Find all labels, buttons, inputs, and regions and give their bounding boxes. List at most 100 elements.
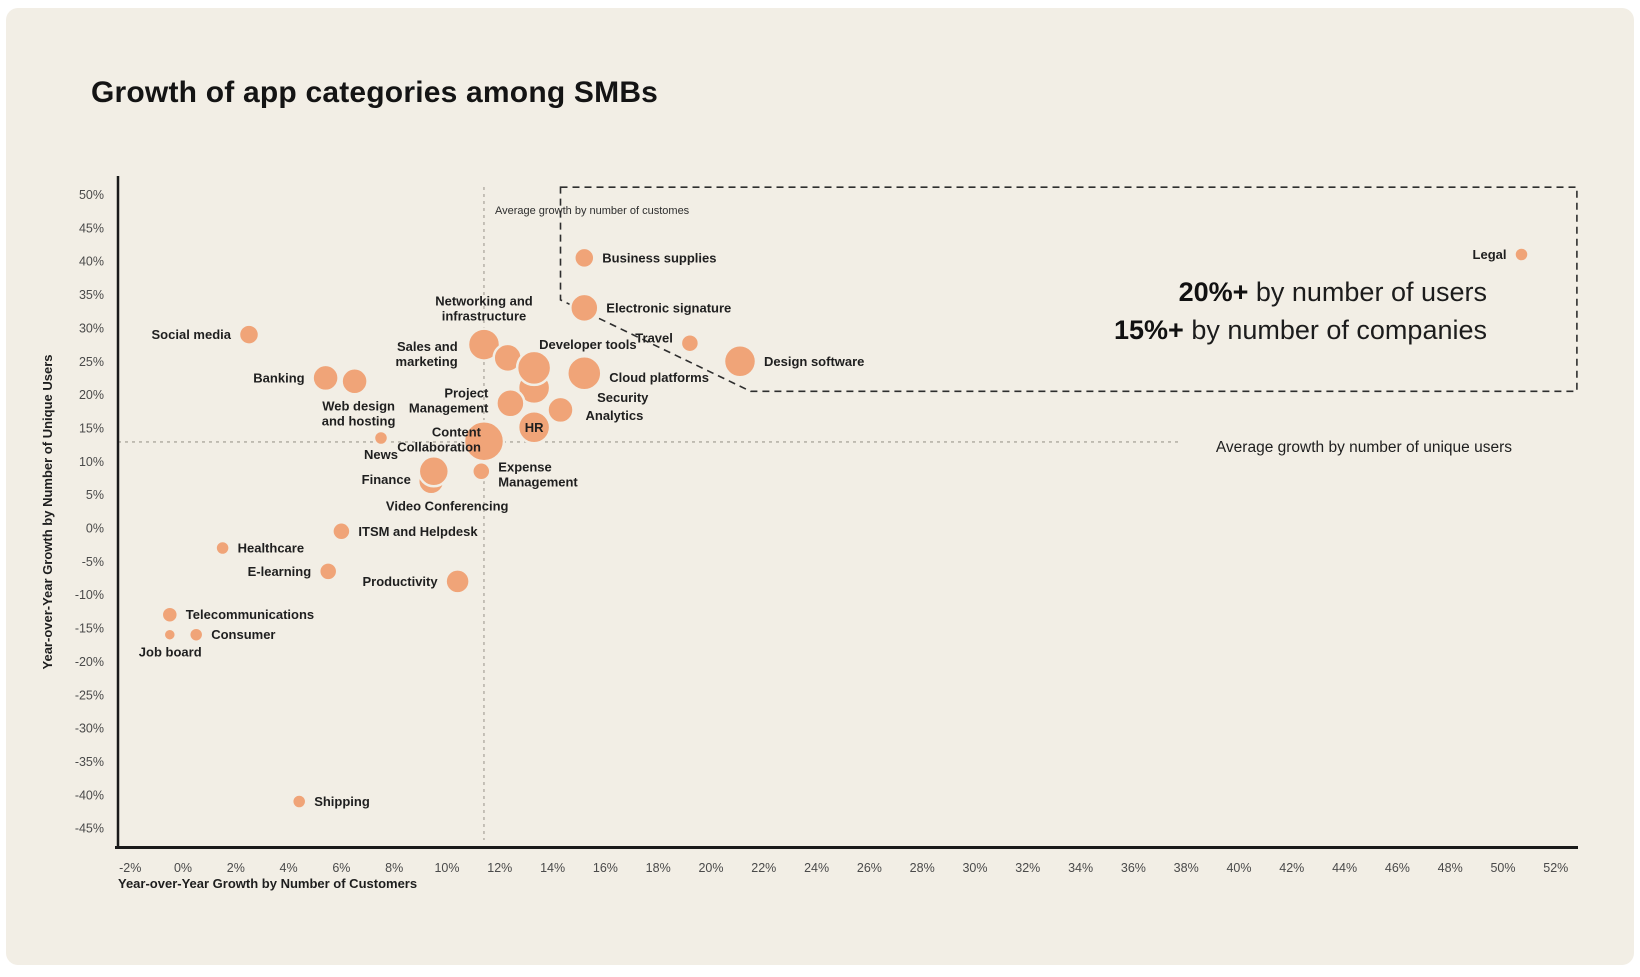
bubble-label-security: Security [597, 390, 649, 405]
bubble-electronic-signature [569, 292, 600, 324]
x-tick-label: 2% [227, 861, 245, 875]
y-tick-label: 15% [79, 421, 104, 435]
bubble-label-cloud-platforms: Cloud platforms [609, 370, 709, 385]
bubble-healthcare [214, 539, 231, 557]
y-tick-label: 10% [79, 455, 104, 469]
x-tick-label: 36% [1121, 861, 1146, 875]
bubble-legal [1513, 246, 1530, 263]
x-tick-label: 26% [857, 861, 882, 875]
bubble-content-collaboration [462, 420, 506, 463]
bubble-expense-management [471, 461, 492, 482]
x-tick-label: 32% [1015, 861, 1040, 875]
y-tick-label: -30% [75, 722, 104, 736]
bubble-label-project-management: Project Management [409, 385, 489, 415]
region-annotation-line: 20%+ by number of users [1179, 277, 1487, 307]
y-tick-label: 20% [79, 388, 104, 402]
x-tick-label: 12% [487, 861, 512, 875]
bubble-label-shipping: Shipping [314, 794, 370, 809]
bubble-label-consumer: Consumer [211, 627, 275, 642]
x-tick-label: 30% [962, 861, 987, 875]
bubble-label-productivity: Productivity [362, 574, 438, 589]
x-tick-label: 28% [910, 861, 935, 875]
bubble-travel [679, 332, 701, 354]
bubble-analytics [546, 395, 575, 425]
x-tick-label: -2% [119, 861, 141, 875]
bubble-shipping [290, 793, 308, 810]
bubble-label-hr: HR [525, 420, 544, 435]
x-tick-label: 10% [434, 861, 459, 875]
bubble-label-legal: Legal [1473, 247, 1507, 262]
region-annotation-line: 15%+ by number of companies [1114, 315, 1487, 345]
x-tick-label: 20% [698, 861, 723, 875]
x-tick-label: 38% [1174, 861, 1199, 875]
x-tick-label: 18% [646, 861, 671, 875]
y-tick-label: 30% [79, 321, 104, 335]
bubble-label-e-learning: E-learning [248, 564, 312, 579]
y-tick-label: -20% [75, 655, 104, 669]
bubble-networking-and-infrastructure [466, 327, 502, 362]
x-tick-label: 48% [1438, 861, 1463, 875]
y-tick-label: -40% [75, 788, 104, 802]
y-tick-label: -25% [75, 688, 104, 702]
avg-users-label: Average growth by number of unique users [1216, 439, 1512, 456]
bubble-label-electronic-signature: Electronic signature [606, 300, 731, 315]
x-tick-label: 22% [751, 861, 776, 875]
bubble-label-banking: Banking [253, 370, 304, 385]
x-tick-label: 34% [1068, 861, 1093, 875]
bubble-label-healthcare: Healthcare [238, 541, 304, 556]
bubble-label-analytics: Analytics [586, 408, 644, 423]
page-title: Growth of app categories among SMBs [91, 76, 659, 109]
bubble-e-learning [317, 561, 339, 582]
y-tick-label: -10% [75, 588, 104, 602]
bubble-news [372, 429, 390, 447]
y-tick-label: -15% [75, 622, 104, 636]
avg-customers-label: Average growth by number of customes [495, 205, 690, 217]
x-tick-label: 50% [1490, 861, 1515, 875]
bubble-label-telecommunications: Telecommunications [186, 607, 314, 622]
bubble-label-travel: Travel [635, 331, 673, 346]
x-tick-label: 52% [1543, 861, 1568, 875]
bubble-developer-tools [515, 349, 553, 387]
y-axis-title: Year-over-Year Growth by Number of Uniqu… [40, 355, 55, 670]
x-tick-label: 16% [593, 861, 618, 875]
bubble-itsm-and-helpdesk [331, 521, 352, 542]
bubble-label-design-software: Design software [764, 354, 864, 369]
y-tick-label: 40% [79, 255, 104, 269]
bubble-business-supplies [573, 246, 596, 270]
x-axis-title: Year-over-Year Growth by Number of Custo… [118, 876, 417, 891]
bubble-job-board [162, 627, 178, 642]
bubble-telecommunications [160, 605, 180, 624]
x-tick-label: 4% [280, 861, 298, 875]
bubble-label-developer-tools: Developer tools [539, 337, 637, 352]
bubble-consumer [187, 626, 205, 643]
bubble-design-software [722, 344, 758, 379]
bubble-label-video-conferencing: Video Conferencing [386, 498, 509, 513]
bubble-banking [311, 363, 340, 393]
y-tick-label: -5% [82, 555, 104, 569]
bubble-label-expense-management: Expense Management [498, 459, 578, 489]
bubble-finance [417, 455, 451, 488]
x-tick-label: 46% [1385, 861, 1410, 875]
x-tick-label: 24% [804, 861, 829, 875]
bubble-productivity [444, 568, 471, 595]
bubble-label-job-board: Job board [139, 645, 202, 660]
y-tick-label: -35% [75, 755, 104, 769]
bubble-social-media [237, 323, 261, 346]
y-tick-label: 25% [79, 355, 104, 369]
x-tick-label: 8% [385, 861, 403, 875]
bubble-web-design-and-hosting [340, 367, 369, 396]
bubble-hr [516, 410, 552, 445]
x-tick-label: 42% [1279, 861, 1304, 875]
y-tick-label: 50% [79, 188, 104, 202]
bubble-label-finance: Finance [362, 472, 411, 487]
bubble-label-networking-and-infrastructure: Networking and infrastructure [435, 294, 533, 324]
y-tick-label: 5% [86, 488, 104, 502]
y-tick-label: 35% [79, 288, 104, 302]
bubble-label-news: News [364, 447, 398, 462]
bubble-label-business-supplies: Business supplies [602, 250, 716, 265]
bubble-cloud-platforms [566, 355, 603, 392]
x-tick-label: 44% [1332, 861, 1357, 875]
highlight-region-outline [559, 186, 1578, 393]
y-tick-label: -45% [75, 822, 104, 836]
